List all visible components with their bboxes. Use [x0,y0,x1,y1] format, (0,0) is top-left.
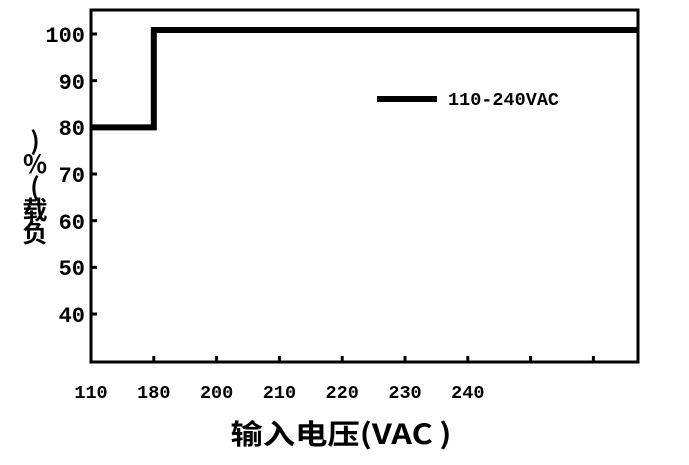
svg-text:100: 100 [45,24,85,49]
svg-text:220: 220 [326,383,359,404]
svg-text:110: 110 [74,383,107,404]
svg-text:180: 180 [137,383,170,404]
svg-text:负: 负 [22,214,47,250]
svg-text:60: 60 [59,211,85,236]
svg-text:240: 240 [451,383,484,404]
svg-text:210: 210 [263,383,296,404]
svg-text:200: 200 [200,383,233,404]
svg-text:110-240VAC: 110-240VAC [448,90,559,111]
svg-text:50: 50 [59,257,85,282]
svg-text:80: 80 [59,117,85,142]
svg-text:90: 90 [59,71,85,96]
svg-text:70: 70 [59,164,85,189]
svg-text:40: 40 [59,304,85,329]
svg-text:230: 230 [388,383,421,404]
svg-text:输入电压(VAC ): 输入电压(VAC ) [231,413,452,453]
